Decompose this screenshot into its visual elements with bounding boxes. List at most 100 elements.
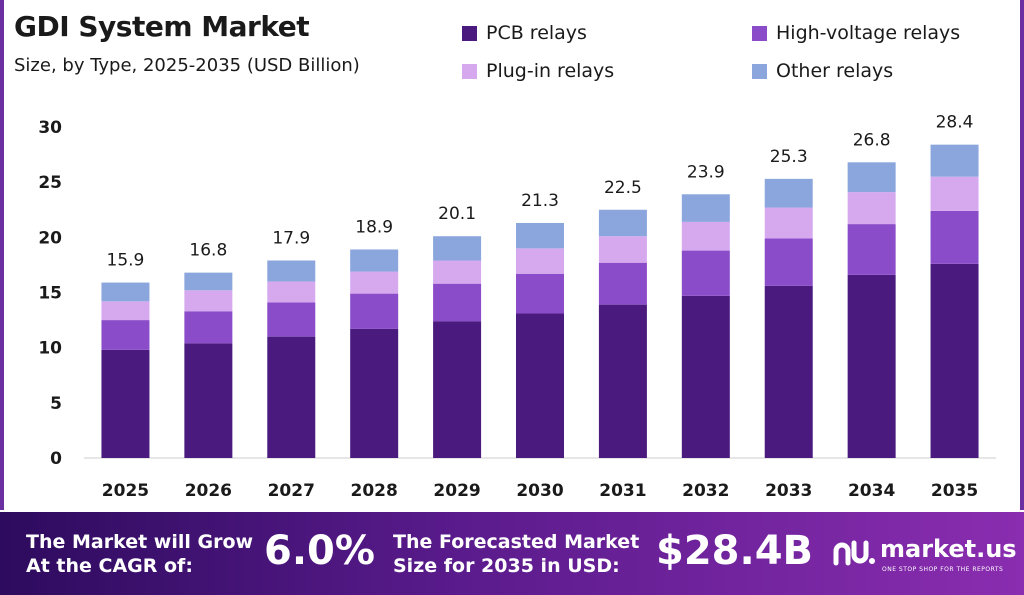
chart-plot: 05101520253015.9202516.8202617.9202718.9… [38, 113, 996, 501]
x-tick-label: 2030 [516, 481, 563, 501]
bar-segment-high-voltage-relays [847, 224, 896, 275]
bar-segment-plug-in-relays [598, 236, 647, 263]
brand-name: market.us [880, 535, 1017, 563]
legend-label: PCB relays [486, 22, 587, 44]
bar-segment-high-voltage-relays [267, 302, 316, 337]
bar-segment-other-relays [184, 272, 233, 291]
bar-segment-pcb-relays [930, 263, 979, 458]
legend-item-plug-in-relays: Plug-in relays [462, 60, 614, 82]
bar-segment-pcb-relays [516, 313, 564, 458]
legend-swatch [752, 25, 767, 41]
legend-label: Plug-in relays [486, 60, 615, 82]
bar-segment-other-relays [598, 209, 647, 237]
x-tick-label: 2032 [682, 481, 729, 501]
bar-segment-other-relays [681, 194, 730, 222]
bar-segment-high-voltage-relays [681, 250, 730, 296]
y-tick-label: 15 [38, 284, 62, 304]
legend-item-other-relays: Other relays [752, 60, 893, 82]
bar-segment-high-voltage-relays [350, 293, 399, 329]
bar-total-label: 22.5 [604, 178, 642, 198]
bar-total-label: 18.9 [355, 217, 393, 237]
cagr-label-line: At the CAGR of: [26, 555, 193, 577]
bar-segment-other-relays [350, 249, 399, 272]
footer-banner: The Market will Grow At the CAGR of: 6.0… [0, 512, 1024, 595]
legend-label: Other relays [776, 60, 894, 82]
chart-subtitle: Size, by Type, 2025-2035 (USD Billion) [14, 55, 360, 76]
chart-title: GDI System Market [14, 10, 310, 43]
x-tick-label: 2034 [848, 481, 895, 501]
bar-segment-pcb-relays [847, 274, 896, 458]
bar-total-label: 17.9 [272, 229, 310, 249]
y-tick-label: 20 [38, 228, 62, 248]
bar-segment-other-relays [433, 236, 482, 261]
forecast-label: The Forecasted Market Size for 2035 in U… [393, 530, 639, 578]
bar-segment-high-voltage-relays [930, 210, 979, 264]
bar-segment-plug-in-relays [764, 207, 813, 239]
x-tick-label: 2028 [351, 481, 398, 501]
forecast-label-line: Size for 2035 in USD: [393, 555, 620, 577]
cagr-label: The Market will Grow At the CAGR of: [26, 530, 253, 578]
x-tick-label: 2031 [599, 481, 646, 501]
bar-segment-plug-in-relays [350, 271, 399, 294]
bar-segment-other-relays [516, 222, 564, 249]
bar-segment-other-relays [847, 162, 896, 193]
bar-segment-high-voltage-relays [516, 273, 564, 314]
y-tick-label: 0 [50, 449, 62, 469]
bar-segment-pcb-relays [433, 321, 482, 458]
bar-total-label: 26.8 [853, 130, 891, 150]
bar-segment-pcb-relays [101, 349, 150, 458]
bar-segment-pcb-relays [267, 336, 316, 458]
bar-segment-other-relays [101, 282, 150, 302]
right-border [1020, 0, 1024, 510]
bar-segment-high-voltage-relays [433, 283, 482, 322]
y-tick-label: 5 [50, 394, 62, 414]
bar-total-label: 28.4 [936, 113, 974, 133]
bar-segment-high-voltage-relays [598, 262, 647, 305]
bar-segment-plug-in-relays [516, 248, 564, 274]
cagr-value: 6.0% [264, 528, 375, 574]
bar-segment-pcb-relays [598, 304, 647, 458]
bar-segment-plug-in-relays [681, 221, 730, 251]
x-tick-label: 2035 [931, 481, 978, 501]
bar-segment-high-voltage-relays [184, 311, 233, 344]
forecast-value: $28.4B [656, 528, 814, 574]
y-tick-label: 30 [38, 118, 62, 138]
bar-total-label: 15.9 [107, 251, 145, 271]
legend-item-high-voltage-relays: High-voltage relays [752, 22, 960, 44]
bar-segment-pcb-relays [350, 328, 399, 458]
x-tick-label: 2026 [185, 481, 232, 501]
bar-segment-plug-in-relays [433, 260, 482, 284]
legend-swatch [462, 25, 477, 41]
bar-segment-other-relays [267, 260, 316, 282]
forecast-label-line: The Forecasted Market [393, 531, 640, 553]
bar-total-label: 23.9 [687, 162, 725, 182]
bar-segment-plug-in-relays [101, 301, 150, 321]
bar-segment-plug-in-relays [847, 192, 896, 225]
brand-tagline: ONE STOP SHOP FOR THE REPORTS [882, 566, 1004, 573]
bar-segment-pcb-relays [184, 343, 233, 458]
market-us-logo-icon [833, 540, 875, 566]
bar-segment-high-voltage-relays [101, 320, 150, 350]
bar-segment-pcb-relays [681, 295, 730, 458]
bar-segment-pcb-relays [764, 285, 813, 458]
x-tick-label: 2029 [433, 481, 480, 501]
bar-segment-plug-in-relays [184, 290, 233, 312]
bar-segment-plug-in-relays [930, 176, 979, 211]
x-tick-label: 2025 [102, 481, 149, 501]
bar-segment-other-relays [930, 144, 979, 177]
y-tick-label: 10 [38, 339, 62, 359]
bar-segment-plug-in-relays [267, 281, 316, 303]
bar-total-label: 20.1 [438, 204, 476, 224]
bar-total-label: 25.3 [770, 147, 808, 167]
bar-segment-high-voltage-relays [764, 238, 813, 286]
x-tick-label: 2027 [268, 481, 315, 501]
legend-item-pcb-relays: PCB relays [462, 22, 587, 44]
legend-swatch [752, 63, 767, 79]
bar-total-label: 16.8 [189, 241, 227, 261]
left-border [0, 0, 4, 510]
bar-segment-other-relays [764, 178, 813, 208]
bar-total-label: 21.3 [521, 191, 559, 211]
y-tick-label: 25 [38, 173, 62, 193]
legend-swatch [462, 63, 477, 79]
